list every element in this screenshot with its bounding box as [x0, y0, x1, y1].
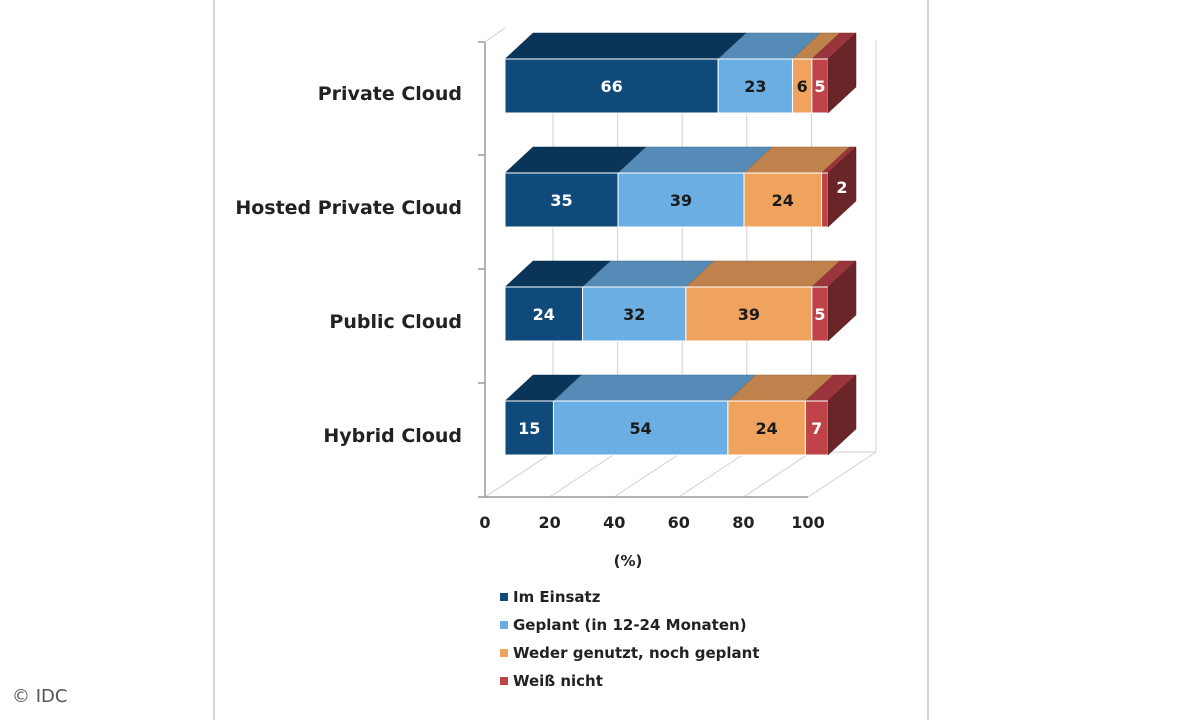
bar-value-label: 15: [518, 419, 540, 438]
bar-segment-top: [552, 374, 757, 402]
x-tick-label: 60: [668, 513, 690, 532]
category-label: Private Cloud: [318, 83, 462, 105]
bar-value-label: 54: [630, 419, 652, 438]
bar-value-label: 39: [738, 305, 760, 324]
bar-segment-top: [504, 32, 747, 60]
x-axis-label: (%): [614, 552, 643, 570]
category-label: Hosted Private Cloud: [235, 197, 462, 219]
bar-segment: [727, 400, 806, 456]
bar-segment: [504, 400, 554, 456]
x-tick-label: 80: [732, 513, 754, 532]
bar-segment: [743, 172, 823, 228]
bar-segment: [504, 172, 619, 228]
bar-side-face: [827, 260, 857, 342]
bar-side-face: [827, 146, 857, 228]
bar-value-label: 7: [811, 419, 822, 438]
bar-value-label: 32: [623, 305, 645, 324]
bar-segment: [582, 286, 687, 342]
bar-value-label: 2: [836, 178, 847, 197]
bar-value-label: 39: [670, 191, 692, 210]
legend-swatch: [500, 649, 508, 657]
x-tick-label: 0: [479, 513, 490, 532]
bar-value-label: 66: [600, 77, 622, 96]
category-label: Public Cloud: [329, 311, 462, 333]
gridline-floor: [678, 451, 748, 498]
legend-label: Weiß nicht: [513, 672, 603, 690]
gridline-floor: [484, 451, 554, 498]
bar-value-label: 5: [814, 77, 825, 96]
legend-swatch: [500, 593, 508, 601]
bar-value-label: 24: [755, 419, 777, 438]
bar-value-label: 24: [533, 305, 555, 324]
gridline-floor: [613, 451, 683, 498]
bar-segment: [685, 286, 813, 342]
bar-value-label: 5: [814, 305, 825, 324]
bar-value-label: 24: [772, 191, 794, 210]
bar-segment: [552, 400, 729, 456]
gridline-floor: [549, 451, 618, 498]
legend: Im Einsatz Geplant (in 12-24 Monaten) Wede…: [500, 588, 760, 690]
bar-side-face: [827, 32, 857, 114]
legend-label: Geplant (in 12-24 Monaten): [513, 616, 747, 634]
x-axis-ticks: 0 20 40 60 80 100: [479, 513, 824, 532]
gridline-floor: [807, 451, 877, 498]
x-tick-label: 100: [791, 513, 824, 532]
depth-line: [484, 27, 506, 43]
gridline-floor: [743, 451, 812, 498]
bar-segment: [504, 58, 719, 114]
x-tick-label: 40: [603, 513, 625, 532]
legend-label: Weder genutzt, noch geplant: [513, 644, 760, 662]
copyright-notice: © IDC: [12, 686, 68, 707]
bar-segment: [504, 286, 584, 342]
bar-value-label: 6: [797, 77, 808, 96]
legend-swatch: [500, 621, 508, 629]
category-labels: Private Cloud Hosted Private Cloud Public …: [235, 83, 462, 447]
bars: [504, 32, 857, 456]
bar-value-label: 35: [550, 191, 572, 210]
bar-side-face: [827, 374, 857, 456]
x-tick-label: 20: [538, 513, 560, 532]
bar-segment: [821, 172, 829, 228]
legend-swatch: [500, 677, 508, 685]
bar-value-label: 23: [744, 77, 766, 96]
legend-label: Im Einsatz: [513, 588, 601, 606]
category-label: Hybrid Cloud: [323, 425, 462, 447]
